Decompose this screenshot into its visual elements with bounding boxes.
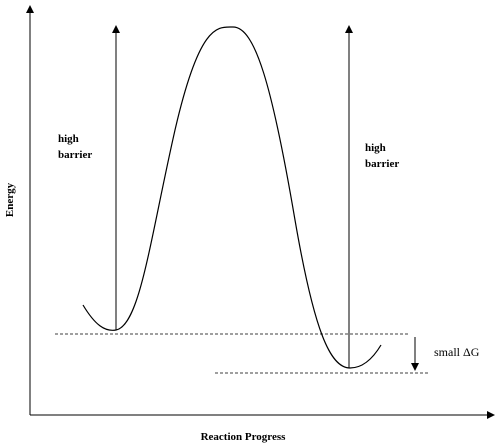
annotation: high bbox=[365, 142, 386, 154]
annotation: barrier bbox=[365, 158, 399, 170]
x-axis-label: Reaction Progress bbox=[201, 431, 287, 443]
annotation: small ΔG bbox=[434, 345, 480, 359]
annotation: barrier bbox=[58, 149, 92, 161]
annotation: high bbox=[58, 133, 79, 145]
y-axis-label: Energy bbox=[4, 182, 16, 217]
energy-curve bbox=[82, 26, 382, 369]
